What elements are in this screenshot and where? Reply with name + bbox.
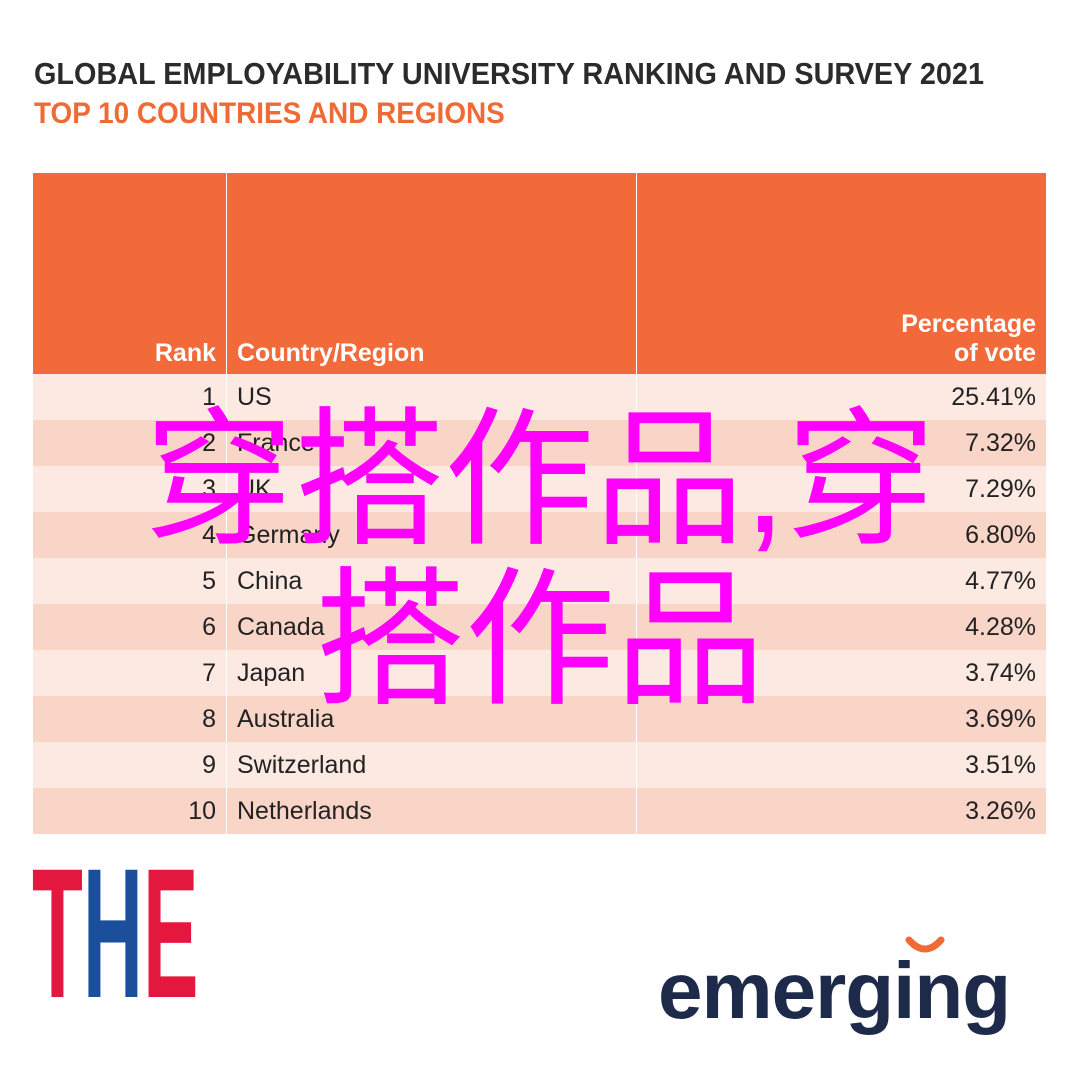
column-header: Percentage of vote <box>636 173 1047 374</box>
ranking-table: Rank Country/Region Percentage of vote 1 US… <box>33 173 1047 834</box>
column-header: Rank <box>33 173 227 374</box>
overlay-text: 搭作品 <box>314 556 765 724</box>
table-cell: 3.74% <box>636 650 1047 696</box>
table-row: 5 China 4.77% <box>33 558 1047 604</box>
table-cell: Australia <box>226 696 637 742</box>
table-cell: 9 <box>33 742 227 788</box>
table-row: 6 Canada 4.28% <box>33 604 1047 650</box>
table-cell: 3.51% <box>636 742 1047 788</box>
logo-smile <box>905 936 945 953</box>
title: GLOBAL EMPLOYABILITY UNIVERSITY RANKING … <box>34 56 985 91</box>
the-logo: THE <box>32 831 199 1037</box>
table-row: 2 France 7.32% <box>33 420 1047 466</box>
table-cell: 25.41% <box>636 374 1047 420</box>
table-cell: Canada <box>226 604 637 650</box>
table-cell: 2 <box>33 420 227 466</box>
table-row: 4 Germany 6.80% <box>33 512 1047 558</box>
emerging-logo: emerging <box>658 946 1011 1035</box>
table-row: 3 UK 7.29% <box>33 466 1047 512</box>
table-cell: 3.26% <box>636 788 1047 834</box>
table-cell: 1 <box>33 374 227 420</box>
table-cell: 8 <box>33 696 227 742</box>
column-header: Country/Region <box>226 173 637 374</box>
table-cell: 5 <box>33 558 227 604</box>
subtitle: TOP 10 COUNTRIES AND REGIONS <box>34 97 505 130</box>
table-cell: UK <box>226 466 637 512</box>
table-cell: 10 <box>33 788 227 834</box>
table-cell: 4.77% <box>636 558 1047 604</box>
table-cell: France <box>226 420 637 466</box>
table-cell: 6 <box>33 604 227 650</box>
column-header-text: Percentage of vote <box>901 310 1036 367</box>
table-cell: 7.32% <box>636 420 1047 466</box>
table-cell: US <box>226 374 637 420</box>
table-cell: 3.69% <box>636 696 1047 742</box>
column-header-text: Rank <box>154 339 216 367</box>
table-cell: Japan <box>226 650 637 696</box>
table-row: 7 Japan 3.74% <box>33 650 1047 696</box>
table-cell: 4 <box>33 512 227 558</box>
overlay-text: 穿搭作品,穿 <box>144 396 936 564</box>
table-cell: 6.80% <box>636 512 1047 558</box>
table-row: 9 Switzerland 3.51% <box>33 742 1047 788</box>
table-row: 8 Australia 3.69% <box>33 696 1047 742</box>
table-cell: Netherlands <box>226 788 637 834</box>
table-row: 1 US 25.41% <box>33 374 1047 420</box>
table-cell: 3 <box>33 466 227 512</box>
header-row: Rank Country/Region Percentage of vote <box>33 173 1047 374</box>
table-cell: 7.29% <box>636 466 1047 512</box>
table-body: 1 US 25.41% 2 France 7.32% 3 UK 7.29% 4 Germany 6.8… <box>33 374 1047 834</box>
table-row: 10 Netherlands 3.26% <box>33 788 1047 834</box>
table-cell: Switzerland <box>226 742 637 788</box>
column-header-text: Country/Region <box>237 339 425 367</box>
table-cell: 7 <box>33 650 227 696</box>
table-cell: China <box>226 558 637 604</box>
table-cell: 4.28% <box>636 604 1047 650</box>
table-cell: Germany <box>226 512 637 558</box>
